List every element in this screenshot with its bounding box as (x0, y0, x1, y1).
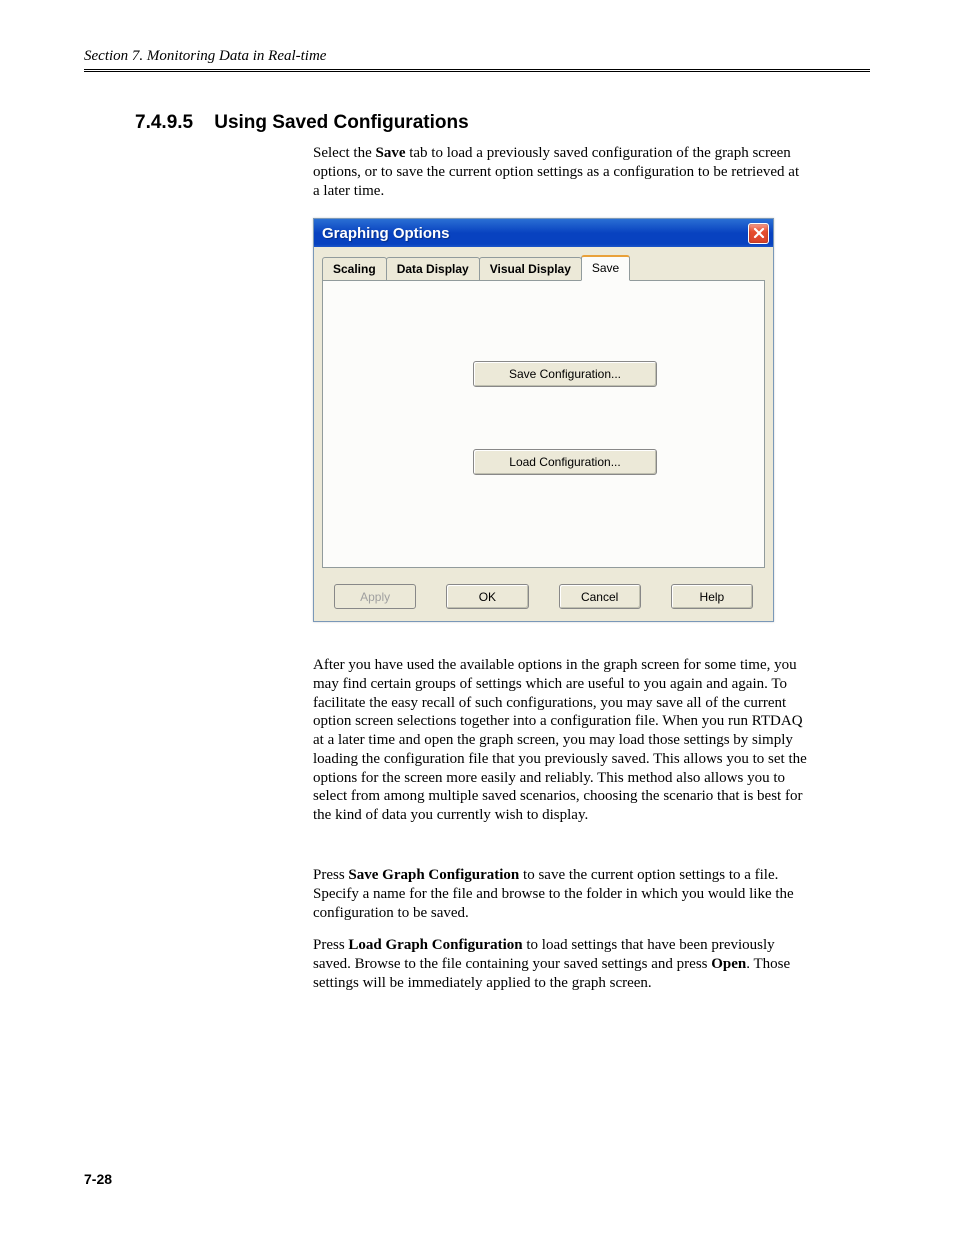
heading-title: Using Saved Configurations (214, 112, 468, 133)
body-paragraph-2: Press Save Graph Configuration to save t… (313, 866, 808, 922)
help-button[interactable]: Help (671, 584, 753, 609)
tab-panel: Save Configuration... Load Configuration… (322, 280, 765, 568)
body-paragraph-1: After you have used the available option… (313, 656, 808, 825)
tab-row: Scaling Data Display Visual Display Save (322, 255, 765, 281)
close-button[interactable] (748, 223, 769, 244)
load-configuration-button[interactable]: Load Configuration... (473, 449, 657, 475)
intro-paragraph: Select the Save tab to load a previously… (313, 144, 808, 200)
tab-scaling[interactable]: Scaling (322, 257, 387, 281)
dialog-title: Graphing Options (322, 225, 450, 242)
tab-visual-display[interactable]: Visual Display (479, 257, 582, 281)
header-rule-1 (84, 69, 870, 70)
tab-data-display[interactable]: Data Display (386, 257, 480, 281)
heading-number: 7.4.9.5 (135, 112, 193, 133)
page-header: Section 7. Monitoring Data in Real-time (84, 48, 870, 72)
tab-region: Scaling Data Display Visual Display Save… (314, 247, 773, 568)
ok-button[interactable]: OK (446, 584, 528, 609)
close-icon (753, 227, 765, 239)
tab-save[interactable]: Save (581, 255, 630, 281)
cancel-button[interactable]: Cancel (559, 584, 641, 609)
section-heading: 7.4.9.5 Using Saved Configurations (135, 112, 469, 134)
apply-button[interactable]: Apply (334, 584, 416, 609)
page-number: 7-28 (84, 1171, 112, 1187)
dialog-button-bar: Apply OK Cancel Help (314, 584, 773, 609)
graphing-options-dialog: Graphing Options Scaling Data Display Vi… (313, 218, 774, 622)
body-paragraph-3: Press Load Graph Configuration to load s… (313, 936, 808, 992)
header-section-text: Section 7. Monitoring Data in Real-time (84, 48, 870, 69)
save-configuration-button[interactable]: Save Configuration... (473, 361, 657, 387)
header-rule-2 (84, 71, 870, 72)
dialog-titlebar[interactable]: Graphing Options (314, 219, 773, 247)
